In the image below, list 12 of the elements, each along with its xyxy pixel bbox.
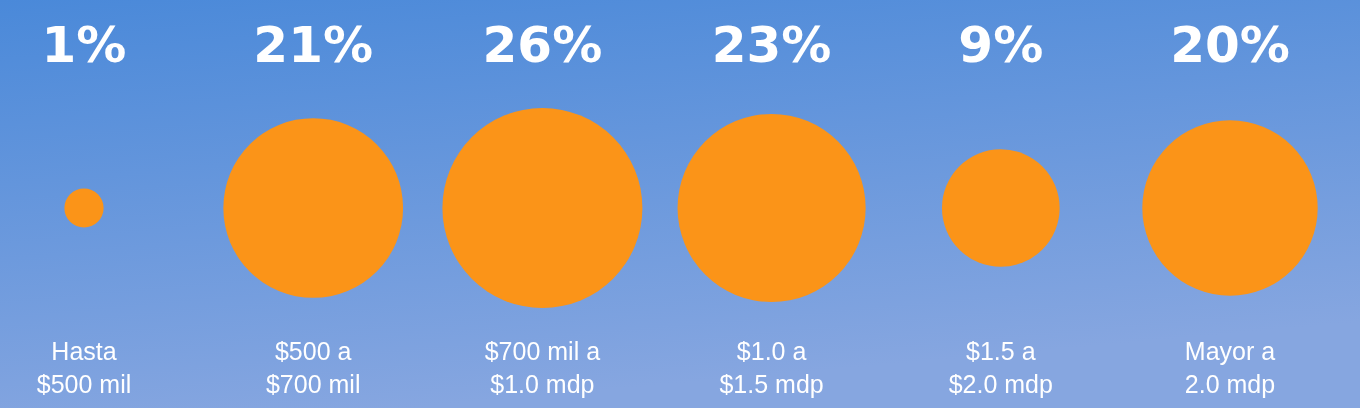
category-label: $700 mil a $1.0 mdp [484,337,601,398]
category-label: Mayor a 2.0 mdp [1184,337,1276,398]
data-label: 26% [482,16,603,74]
data-label: 21% [253,16,374,74]
category-label: $500 a $700 mil [265,337,361,398]
data-label: 20% [1170,16,1290,74]
category-label: Hasta $500 mil [36,337,132,398]
data-label: 1% [41,16,127,74]
data-label: 23% [711,16,832,74]
data-label: 9% [958,16,1044,74]
category-label: $1.5 a $2.0 mdp [948,337,1053,398]
category-label: $1.0 a $1.5 mdp [719,337,824,398]
